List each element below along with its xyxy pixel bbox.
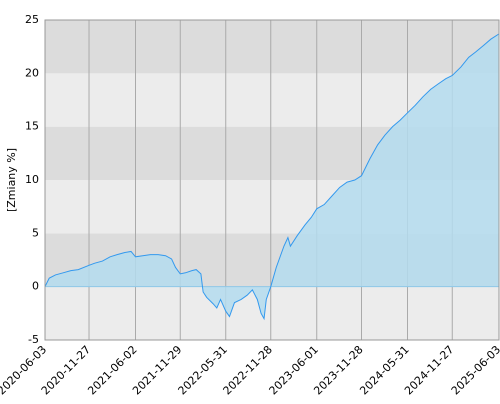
y-tick-label: 25 bbox=[25, 13, 39, 26]
y-tick-label: 0 bbox=[32, 280, 39, 293]
y-axis-label: [Zmiany %] bbox=[5, 148, 18, 212]
area bbox=[45, 33, 499, 319]
line bbox=[44, 33, 500, 321]
y-tick-label: -5 bbox=[28, 333, 39, 346]
plot-frame bbox=[44, 19, 500, 341]
y-tick-label: 20 bbox=[25, 66, 39, 79]
y-tick-label: 10 bbox=[25, 173, 39, 186]
grid-band bbox=[45, 20, 499, 74]
y-tick-label: 15 bbox=[25, 120, 39, 133]
grid-band bbox=[45, 286, 499, 340]
y-tick-label: 5 bbox=[32, 226, 39, 239]
x-tick-label: 2025-06-03 bbox=[449, 343, 500, 397]
